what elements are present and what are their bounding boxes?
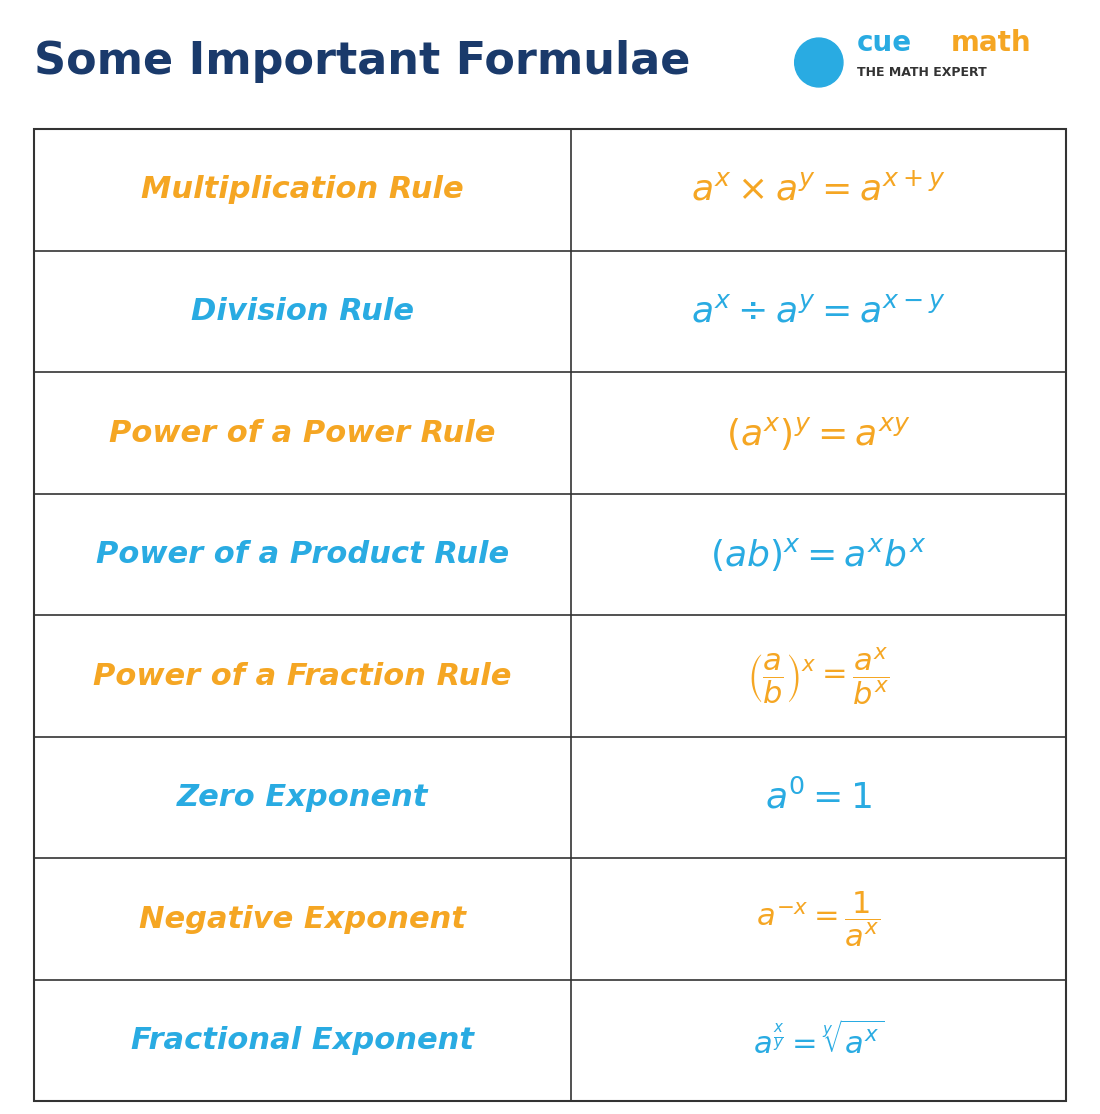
Text: Fractional Exponent: Fractional Exponent <box>131 1026 474 1055</box>
Text: Negative Exponent: Negative Exponent <box>139 905 466 934</box>
Circle shape <box>794 38 843 87</box>
Text: Division Rule: Division Rule <box>191 297 414 326</box>
Text: THE MATH EXPERT: THE MATH EXPERT <box>857 66 987 79</box>
Text: $\mathbf{\mathit{\left(\dfrac{a}{b}\right)^x = \dfrac{a^x}{b^x}}}$: $\mathbf{\mathit{\left(\dfrac{a}{b}\righ… <box>747 645 890 706</box>
Text: $\mathbf{\mathit{a^x \div a^y = a^{x-y}}}$: $\mathbf{\mathit{a^x \div a^y = a^{x-y}}… <box>691 294 946 329</box>
Text: cue: cue <box>857 29 912 57</box>
Text: $\mathbf{\mathit{(a^x)^y = a^{xy}}}$: $\mathbf{\mathit{(a^x)^y = a^{xy}}}$ <box>726 414 911 451</box>
FancyBboxPatch shape <box>34 129 1066 1102</box>
Text: Multiplication Rule: Multiplication Rule <box>141 175 464 205</box>
Text: $\mathbf{\mathit{a^0 = 1}}$: $\mathbf{\mathit{a^0 = 1}}$ <box>764 780 871 815</box>
Text: Some Important Formulae: Some Important Formulae <box>34 40 691 84</box>
Text: math: math <box>950 29 1031 57</box>
Text: Power of a Product Rule: Power of a Product Rule <box>96 540 509 569</box>
Text: Zero Exponent: Zero Exponent <box>177 783 428 812</box>
Text: $\mathbf{\mathit{a^x \times a^y = a^{x+y}}}$: $\mathbf{\mathit{a^x \times a^y = a^{x+y… <box>691 173 946 207</box>
Text: Power of a Power Rule: Power of a Power Rule <box>109 419 496 448</box>
Text: $\mathbf{\mathit{a^{-x} = \dfrac{1}{a^x}}}$: $\mathbf{\mathit{a^{-x} = \dfrac{1}{a^x}… <box>756 889 880 949</box>
Text: $\mathbf{\mathit{a^{\frac{x}{y}} = \sqrt[y]{a^x}}}$: $\mathbf{\mathit{a^{\frac{x}{y}} = \sqrt… <box>752 1022 883 1061</box>
Text: $\mathbf{\mathit{(ab)^x = a^x b^x}}$: $\mathbf{\mathit{(ab)^x = a^x b^x}}$ <box>710 536 926 573</box>
Text: Power of a Fraction Rule: Power of a Fraction Rule <box>94 662 512 691</box>
